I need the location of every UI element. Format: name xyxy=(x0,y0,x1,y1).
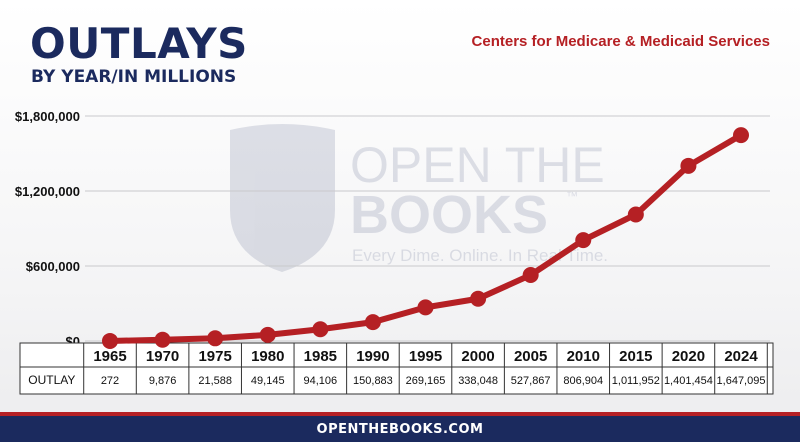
table-value: 527,867 xyxy=(511,375,551,387)
y-tick-label: $600,000 xyxy=(26,259,80,274)
table-value: 269,165 xyxy=(406,375,446,387)
data-point xyxy=(312,321,329,338)
table-value: 9,876 xyxy=(149,375,177,387)
table-row-label: OUTLAY xyxy=(28,373,75,387)
table-value: 21,588 xyxy=(198,375,232,387)
table-frame xyxy=(19,342,774,395)
x-tick-label: 2010 xyxy=(567,348,600,365)
plot-area xyxy=(102,127,749,349)
data-point xyxy=(259,326,276,343)
y-tick-label: $1,800,000 xyxy=(15,109,80,124)
data-point xyxy=(470,290,487,307)
y-tick-label: $1,200,000 xyxy=(15,184,80,199)
table-value: 272 xyxy=(101,375,119,387)
shield-logo-icon xyxy=(230,124,335,272)
data-point xyxy=(364,314,381,331)
watermark-line2: BOOKS xyxy=(350,185,548,245)
table-value: 1,647,095 xyxy=(717,375,766,387)
data-point xyxy=(522,267,539,284)
x-tick-label: 2005 xyxy=(514,348,547,365)
table-value: 1,401,454 xyxy=(664,375,713,387)
x-tick-label: 2020 xyxy=(672,348,705,365)
x-tick-label: 2024 xyxy=(724,348,758,365)
table-value: 806,904 xyxy=(563,375,603,387)
watermark-tagline: Every Dime. Online. In Real Time. xyxy=(352,246,608,265)
data-point xyxy=(207,330,224,347)
table-value: 1,011,952 xyxy=(612,375,660,387)
x-tick-label: 1970 xyxy=(146,348,179,365)
x-tick-label: 1990 xyxy=(356,348,389,365)
chart-subtitle: BY YEAR/IN MILLIONS xyxy=(31,67,237,87)
footer-site: OPENTHEBOOKS.COM xyxy=(316,421,484,437)
footer-bar: OPENTHEBOOKS.COM xyxy=(0,412,800,442)
x-tick-label: 1980 xyxy=(251,348,284,365)
data-point xyxy=(627,206,644,223)
x-tick-label: 1965 xyxy=(93,348,126,365)
data-point xyxy=(680,157,697,174)
y-axis: $0$600,000$1,200,000$1,800,000 xyxy=(15,109,80,349)
table-value: 150,883 xyxy=(353,375,393,387)
data-point xyxy=(733,127,749,144)
x-tick-label: 1995 xyxy=(409,348,442,365)
agency-label: Centers for Medicare & Medicaid Services xyxy=(471,33,770,50)
data-point xyxy=(575,232,592,249)
watermark-line1: OPEN THE xyxy=(350,137,605,193)
data-table: OUTLAY 1965 272 1970 9,876 1975 21,588 1980 49,1… xyxy=(19,342,774,395)
x-tick-label: 2015 xyxy=(619,348,652,365)
data-point xyxy=(154,331,171,348)
x-tick-label: 1975 xyxy=(198,348,231,365)
data-point xyxy=(102,332,118,349)
watermark-tm: ™ xyxy=(566,189,578,203)
data-point xyxy=(417,299,434,316)
table-value: 49,145 xyxy=(251,375,285,387)
table-value: 94,106 xyxy=(304,375,338,387)
table-value: 338,048 xyxy=(458,375,498,387)
x-tick-label: 1985 xyxy=(304,348,337,365)
chart-title: OUTLAYS xyxy=(30,19,248,68)
open-the-books-watermark: OPEN THE BOOKS ™ Every Dime. Online. In … xyxy=(230,124,608,272)
x-tick-label: 2000 xyxy=(461,348,494,365)
